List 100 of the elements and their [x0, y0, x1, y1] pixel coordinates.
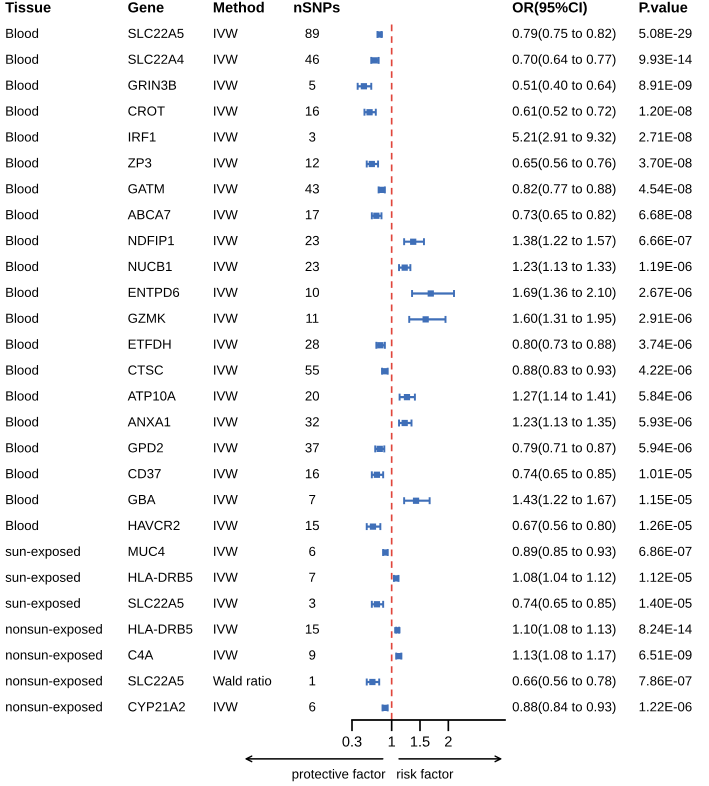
text: ABCA7: [128, 210, 170, 220]
text: Blood: [6, 468, 38, 478]
text: IVW: [214, 314, 238, 323]
text: IVW: [214, 236, 238, 246]
text: 0.73(0.65 to 0.82): [512, 210, 616, 222]
point: [374, 472, 380, 478]
text: IVW: [214, 702, 238, 712]
text: IVW: [214, 520, 238, 530]
text: IVW: [214, 262, 238, 272]
text: 2.71E-08: [639, 132, 692, 142]
text: 10: [306, 288, 320, 298]
point: [374, 601, 380, 608]
text: 1.13(1.08 to 1.17): [513, 650, 616, 662]
text: 20: [306, 391, 320, 401]
text: GPD2: [128, 443, 163, 452]
text: 0.70(0.64 to 0.77): [512, 54, 616, 67]
text: 0.74(0.65 to 0.85): [512, 468, 616, 481]
text: 3.74E-06: [639, 340, 692, 349]
text: Blood: [6, 339, 38, 349]
text: IVW: [214, 443, 238, 452]
text: Blood: [6, 390, 38, 401]
text: 1.43(1.22 to 1.67): [513, 494, 616, 507]
text: 5: [309, 80, 316, 90]
text: 55: [305, 366, 320, 375]
text: 23: [306, 262, 319, 272]
point: [370, 523, 376, 530]
text: 8.24E-14: [639, 624, 692, 634]
text: GRIN3B: [128, 80, 176, 90]
text: IVW: [214, 288, 238, 297]
text: sun-exposed: [6, 546, 80, 559]
text: IVW: [214, 572, 238, 582]
text: IVW: [214, 132, 238, 142]
text: 0.89(0.85 to 0.93): [512, 546, 616, 559]
text: risk factor: [397, 768, 454, 779]
text: SLC22A5: [128, 676, 184, 686]
text: Blood: [6, 365, 38, 375]
text: IVW: [214, 417, 238, 426]
point: [372, 57, 378, 64]
text: Blood: [6, 54, 38, 64]
x-tick-label: 2: [445, 736, 452, 747]
text: 2.91E-06: [639, 314, 692, 323]
text: 1.69(1.36 to 2.10): [513, 287, 616, 300]
text: 6.68E-08: [639, 210, 692, 220]
text: Blood: [6, 287, 38, 298]
text: 3: [309, 132, 316, 142]
text: 1.01E-05: [640, 469, 692, 478]
text: GATM: [128, 184, 164, 194]
text: C4A: [128, 650, 154, 660]
text: 4.22E-06: [638, 365, 692, 375]
category-label: Tissue: [5, 2, 51, 13]
text: Blood: [6, 184, 38, 194]
text: 15: [306, 520, 320, 530]
text: IVW: [214, 624, 238, 634]
text: 0.51(0.40 to 0.64): [512, 80, 616, 92]
point: [404, 394, 410, 400]
text: Blood: [6, 28, 38, 38]
point: [410, 238, 416, 245]
text: 0.80(0.73 to 0.88): [512, 339, 616, 352]
text: 5.21(2.91 to 9.32): [512, 132, 616, 144]
text: IVW: [214, 28, 238, 38]
text: IVW: [214, 546, 238, 556]
text: 1.26E-05: [640, 520, 692, 530]
text: 8.91E-09: [639, 80, 692, 90]
text: 1.10(1.08 to 1.13): [513, 624, 616, 636]
text: IVW: [214, 80, 238, 90]
text: 9.93E-14: [639, 54, 692, 64]
text: nonsun-exposed: [6, 676, 102, 688]
text: 1.23(1.13 to 1.33): [513, 261, 616, 274]
text: 0.88(0.84 to 0.93): [512, 702, 616, 714]
text: Wald ratio: [212, 676, 272, 686]
text: 89: [305, 28, 319, 38]
text: 12: [306, 158, 319, 168]
point: [376, 446, 383, 452]
text: 7: [309, 495, 316, 504]
text: 6: [309, 702, 316, 712]
text: MUC4: [128, 546, 165, 556]
text: Blood: [6, 520, 38, 530]
text: HLA-DRB5: [128, 624, 192, 634]
category-label: Gene: [128, 2, 164, 13]
text: IVW: [214, 340, 238, 349]
text: IRF1: [128, 132, 156, 142]
text: 6.86E-07: [639, 546, 692, 556]
text: 5.94E-06: [639, 443, 692, 452]
text: Blood: [6, 494, 38, 504]
text: 16: [306, 469, 319, 478]
text: IVW: [214, 54, 238, 64]
text: ETFDH: [128, 340, 171, 349]
text: Blood: [6, 132, 38, 142]
text: NUCB1: [128, 262, 172, 272]
text: 1.19E-06: [640, 262, 692, 272]
text: IVW: [214, 469, 238, 478]
point: [422, 316, 429, 323]
text: IVW: [214, 391, 238, 401]
text: 1.15E-05: [640, 494, 692, 504]
text: Blood: [6, 442, 38, 452]
text: 6.66E-07: [639, 236, 692, 246]
text: 9: [309, 650, 316, 660]
text: ATP10A: [128, 391, 176, 401]
text: 0.65(0.56 to 0.76): [512, 158, 616, 170]
x-tick-label: 1.5: [410, 736, 430, 747]
